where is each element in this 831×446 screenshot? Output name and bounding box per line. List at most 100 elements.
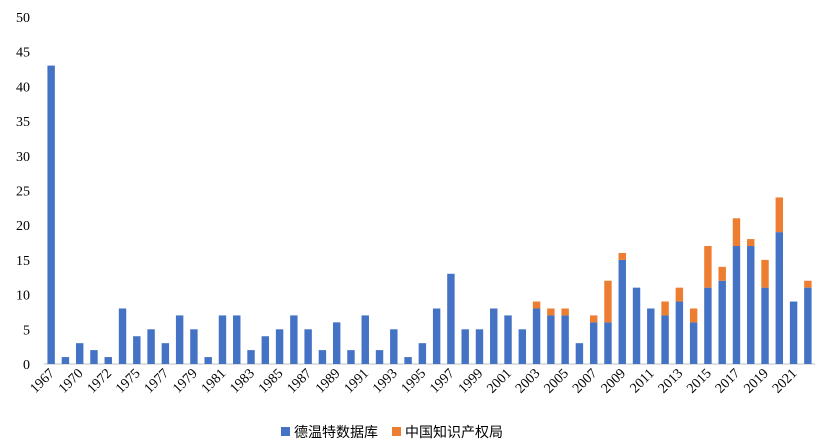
bar-segment [418, 343, 427, 364]
bar-segment [761, 259, 769, 288]
bar-segment [347, 350, 355, 364]
bar-segment [47, 65, 55, 364]
bar-segment [718, 280, 726, 364]
x-tick-label: 2021 [770, 366, 800, 396]
x-tick-label: 1985 [256, 366, 286, 396]
x-tick-label: 1989 [313, 366, 343, 396]
x-tick-label: 1979 [170, 366, 200, 396]
bar-segment [775, 197, 784, 233]
bar-segment [532, 308, 541, 364]
x-tick-label: 2017 [713, 366, 743, 396]
bar-segment [161, 343, 170, 364]
bar-segment [604, 322, 612, 364]
bar-segment [661, 315, 669, 364]
bar-segment [518, 329, 527, 364]
x-tick-label: 2009 [599, 366, 629, 396]
x-tick-label: 1997 [427, 366, 457, 396]
x-tick-label: 2005 [542, 366, 572, 396]
bar-segment [90, 350, 98, 364]
bar-segment [190, 329, 198, 364]
x-tick-label: 1991 [342, 366, 372, 396]
y-tick-label: 20 [16, 219, 30, 234]
bar-segment [118, 308, 127, 364]
bar-segment [61, 357, 70, 364]
bar-segment [318, 350, 327, 364]
x-tick-label: 2011 [628, 366, 658, 396]
bar-segment [404, 357, 412, 364]
bar-segment [589, 322, 598, 364]
bar-segment [689, 322, 698, 364]
y-tick-label: 15 [16, 254, 30, 269]
x-tick-label: 1999 [456, 366, 486, 396]
x-tick-label: 1967 [28, 366, 58, 396]
bar-segment [604, 280, 612, 323]
x-tick-label: 1975 [113, 366, 143, 396]
bar-segment [475, 329, 484, 364]
x-tick-label: 1972 [85, 366, 115, 396]
x-tick-label: 2007 [570, 366, 600, 396]
bar-segment [704, 287, 712, 364]
bar-segment [332, 322, 341, 364]
bar-segment [432, 308, 441, 364]
bar-segment [561, 315, 569, 364]
legend-label: 德温特数据库 [294, 425, 378, 441]
bar-segment [175, 315, 184, 364]
y-tick-label: 25 [16, 185, 30, 200]
x-tick-label: 1987 [285, 366, 315, 396]
bar-segment [804, 280, 812, 288]
bar-segment [675, 287, 684, 302]
bar-segment [704, 246, 712, 288]
bar-segment [547, 315, 555, 364]
bar-segment [561, 308, 569, 316]
bar-segment [233, 315, 241, 364]
bar-segment [775, 232, 784, 364]
bar-segment [747, 239, 755, 247]
bar-segment [261, 336, 270, 364]
bar-segment [532, 301, 541, 309]
bar-segment [375, 350, 384, 364]
y-tick-label: 30 [16, 150, 30, 165]
x-tick-label: 2003 [513, 366, 543, 396]
y-tick-label: 5 [23, 323, 30, 338]
bar-segment [789, 301, 798, 364]
bar-segment [304, 329, 312, 364]
legend-label: 中国知识产权局 [405, 424, 503, 441]
x-tick-label: 1995 [399, 366, 429, 396]
bar-segment [75, 343, 84, 364]
bar-segment [247, 350, 255, 364]
bar-segment [732, 218, 741, 247]
bar-segment [718, 266, 726, 281]
bar-segment [133, 336, 141, 364]
bar-segment [290, 315, 298, 364]
bar-segment [761, 287, 769, 364]
y-tick-label: 0 [23, 358, 30, 373]
x-tick-label: 2013 [656, 366, 686, 396]
y-tick-label: 50 [16, 11, 30, 26]
x-tick-label: 2019 [741, 366, 771, 396]
bar-segment [732, 246, 741, 364]
y-tick-label: 10 [16, 289, 30, 304]
bar-segment [218, 315, 227, 364]
bar-segment [361, 315, 369, 364]
bar-segment [104, 357, 112, 364]
bar-segment [632, 287, 641, 364]
bar-segment [589, 315, 598, 323]
bar-segment [275, 329, 284, 364]
bar-segment [447, 273, 455, 364]
x-tick-label: 2001 [484, 366, 514, 396]
bar-segment [675, 301, 684, 364]
bar-segment [647, 308, 655, 364]
bar-segment [547, 308, 555, 316]
bar-segment [390, 329, 398, 364]
bar-segment [618, 259, 626, 364]
bar-segment [461, 329, 469, 364]
bar-segment [490, 308, 498, 364]
bar-segment [618, 252, 626, 260]
x-tick-label: 1981 [199, 366, 229, 396]
x-tick-label: 1977 [142, 366, 172, 396]
bar-segment [747, 246, 755, 364]
x-tick-label: 2015 [684, 366, 714, 396]
y-tick-label: 35 [16, 115, 30, 130]
x-tick-label: 1993 [370, 366, 400, 396]
